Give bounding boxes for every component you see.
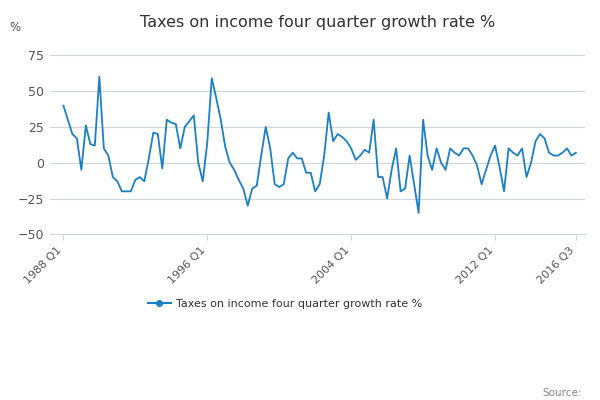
Title: Taxes on income four quarter growth rate %: Taxes on income four quarter growth rate… [140,15,495,30]
Legend: Taxes on income four quarter growth rate %: Taxes on income four quarter growth rate… [144,295,427,314]
Text: Source:: Source: [542,388,582,398]
Text: %: % [10,21,21,34]
